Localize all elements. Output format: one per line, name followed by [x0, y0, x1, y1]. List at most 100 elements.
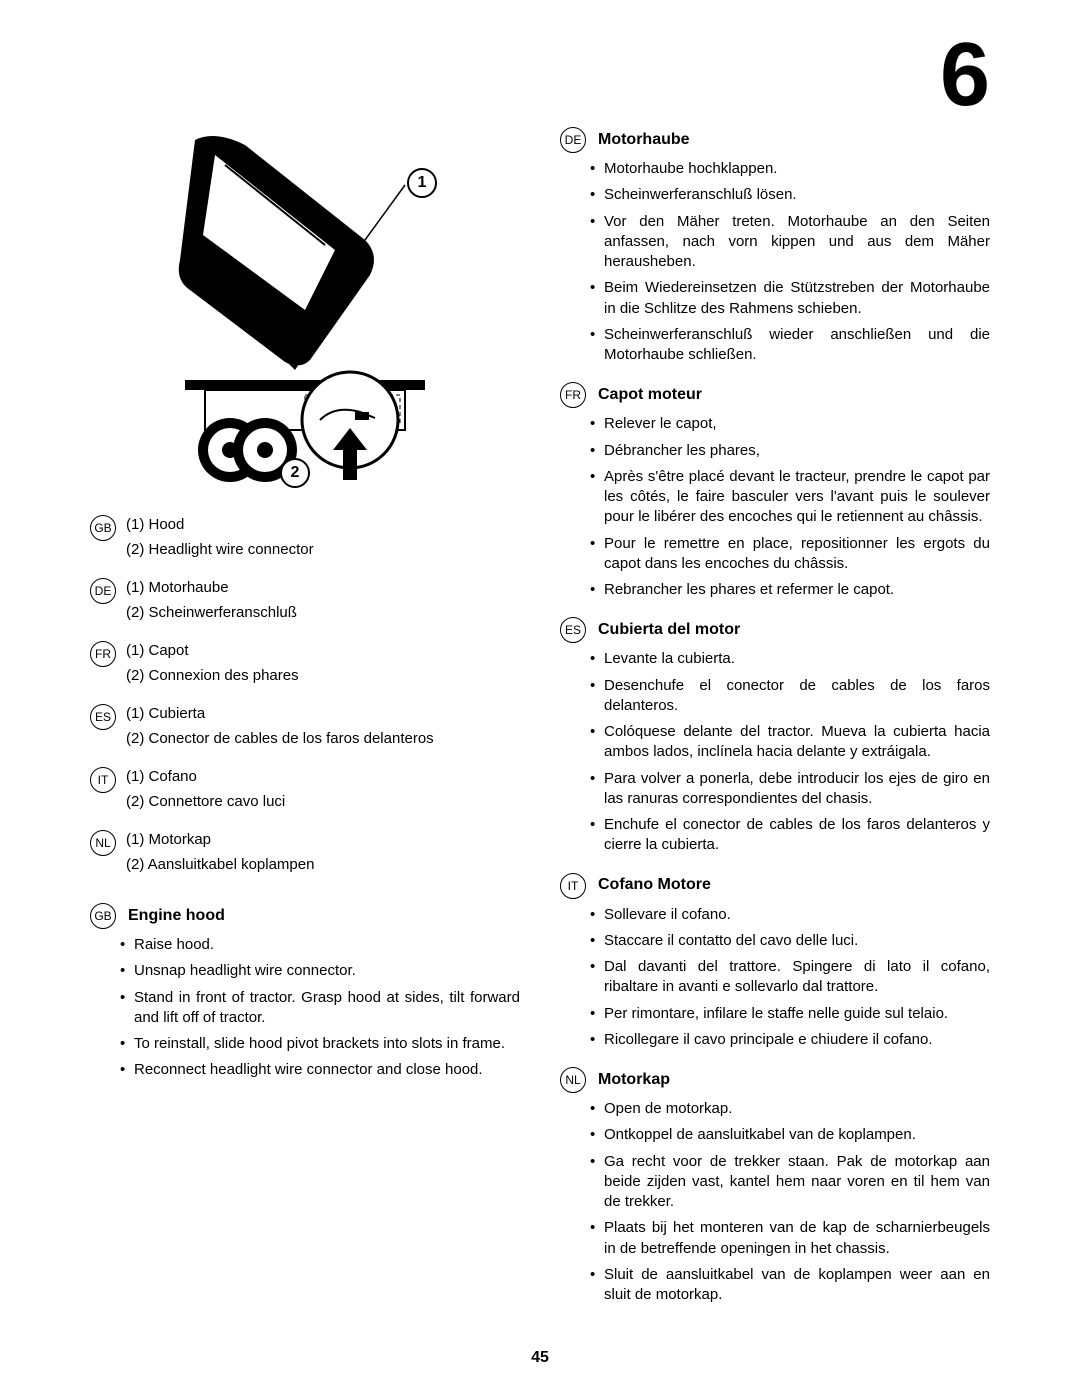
bullet-list: Sollevare il cofano. Staccare il contatto… [560, 905, 990, 1051]
section-header: FR Capot moteur [560, 381, 990, 408]
bullet-item: Unsnap headlight wire connector. [120, 961, 520, 981]
bullet-item: Ga recht voor de trekker staan. Pak de m… [590, 1152, 990, 1213]
lang-badge: ES [90, 704, 116, 730]
bullet-item: Per rimontare, infilare le staffe nelle … [590, 1004, 990, 1024]
section-number: 6 [940, 30, 990, 120]
legend-lines: (1) Capot(2) Connexion des phares [126, 640, 299, 689]
section-title: Motorkap [598, 1071, 670, 1089]
bullet-item: Scheinwerferanschluß wieder anschließen … [590, 325, 990, 366]
bullet-list: Open de motorkap. Ontkoppel de aansluitka… [560, 1099, 990, 1305]
legend-line: (2) Headlight wire connector [126, 539, 314, 562]
bullet-item: Para volver a ponerla, debe introducir l… [590, 769, 990, 810]
lang-badge: ES [560, 617, 586, 643]
lang-badge: NL [90, 830, 116, 856]
bullet-item: Ricollegare il cavo principale e chiuder… [590, 1030, 990, 1050]
legend-lines: (1) Motorkap(2) Aansluitkabel koplampen [126, 829, 314, 878]
section-title: Motorhaube [598, 131, 690, 149]
bullet-item: Enchufe el conector de cables de los far… [590, 815, 990, 856]
legend-lines: (1) Cofano(2) Connettore cavo luci [126, 766, 285, 815]
left-column: 1 2 GB (1) Hood(2) Headlight wire connect… [90, 120, 520, 1321]
legend-item: DE (1) Motorhaube(2) Scheinwerferanschluß [90, 577, 520, 626]
section-title: Cubierta del motor [598, 621, 740, 639]
legend-lines: (1) Cubierta(2) Conector de cables de lo… [126, 703, 434, 752]
instruction-section: ES Cubierta del motor Levante la cubierta.… [560, 616, 990, 855]
right-column: DE Motorhaube Motorhaube hochklappen. Schei… [560, 120, 990, 1321]
section-header: ES Cubierta del motor [560, 616, 990, 643]
bullet-item: Scheinwerferanschluß lösen. [590, 185, 990, 205]
lang-badge: FR [90, 641, 116, 667]
instruction-section: IT Cofano Motore Sollevare il cofano. Stacc… [560, 872, 990, 1051]
bullet-list: Levante la cubierta. Desenchufe el conect… [560, 649, 990, 855]
legend-item: IT (1) Cofano(2) Connettore cavo luci [90, 766, 520, 815]
bullet-list: Relever le capot, Débrancher les phares, A… [560, 414, 990, 600]
page-number: 45 [531, 1349, 549, 1367]
section-header: DE Motorhaube [560, 126, 990, 153]
bullet-item: Vor den Mäher treten. Motorhaube an den … [590, 212, 990, 273]
bullet-item: Rebrancher les phares et refermer le cap… [590, 580, 990, 600]
lang-badge: IT [90, 767, 116, 793]
bullet-item: Levante la cubierta. [590, 649, 990, 669]
bullet-list: Motorhaube hochklappen. Scheinwerferansch… [560, 159, 990, 365]
bullet-item: To reinstall, slide hood pivot brackets … [120, 1034, 520, 1054]
callout-2: 2 [280, 458, 310, 488]
lang-badge: GB [90, 903, 116, 929]
lang-badge: DE [560, 127, 586, 153]
callout-1: 1 [407, 168, 437, 198]
two-column-layout: 1 2 GB (1) Hood(2) Headlight wire connect… [90, 120, 990, 1321]
bullet-item: Pour le remettre en place, repositionner… [590, 534, 990, 575]
instruction-section: NL Motorkap Open de motorkap. Ontkoppel de … [560, 1066, 990, 1305]
bullet-item: Desenchufe el conector de cables de los … [590, 676, 990, 717]
lang-badge: GB [90, 515, 116, 541]
bullet-item: Stand in front of tractor. Grasp hood at… [120, 988, 520, 1029]
bullet-item: Beim Wiedereinsetzen die Stützstreben de… [590, 278, 990, 319]
legend-list: GB (1) Hood(2) Headlight wire connector DE… [90, 514, 520, 878]
bullet-item: Relever le capot, [590, 414, 990, 434]
section-title: Cofano Motore [598, 876, 711, 894]
sections-right: DE Motorhaube Motorhaube hochklappen. Schei… [560, 126, 990, 1305]
section-header: IT Cofano Motore [560, 872, 990, 899]
lang-badge: NL [560, 1067, 586, 1093]
lang-badge: DE [90, 578, 116, 604]
legend-line: (2) Conector de cables de los faros dela… [126, 728, 434, 751]
legend-item: NL (1) Motorkap(2) Aansluitkabel koplampe… [90, 829, 520, 878]
legend-line: (1) Hood [126, 514, 314, 537]
bullet-item: Débrancher les phares, [590, 441, 990, 461]
legend-line: (1) Motorkap [126, 829, 314, 852]
legend-line: (2) Scheinwerferanschluß [126, 602, 297, 625]
lang-badge: IT [560, 873, 586, 899]
sections-left: GB Engine hood Raise hood. Unsnap headlight… [90, 902, 520, 1081]
instruction-section: DE Motorhaube Motorhaube hochklappen. Schei… [560, 126, 990, 365]
lang-badge: FR [560, 382, 586, 408]
hood-diagram: 1 2 [155, 120, 455, 490]
bullet-item: Open de motorkap. [590, 1099, 990, 1119]
legend-line: (2) Connexion des phares [126, 665, 299, 688]
bullet-item: Plaats bij het monteren van de kap de sc… [590, 1218, 990, 1259]
legend-lines: (1) Motorhaube(2) Scheinwerferanschluß [126, 577, 297, 626]
section-title: Capot moteur [598, 386, 702, 404]
page: 6 [0, 0, 1080, 1397]
legend-line: (1) Capot [126, 640, 299, 663]
bullet-item: Colóquese delante del tractor. Mueva la … [590, 722, 990, 763]
legend-item: ES (1) Cubierta(2) Conector de cables de … [90, 703, 520, 752]
legend-line: (1) Cofano [126, 766, 285, 789]
bullet-item: Motorhaube hochklappen. [590, 159, 990, 179]
section-title: Engine hood [128, 907, 225, 925]
section-header: NL Motorkap [560, 1066, 990, 1093]
bullet-item: Dal davanti del trattore. Spingere di la… [590, 957, 990, 998]
bullet-item: Staccare il contatto del cavo delle luci… [590, 931, 990, 951]
legend-item: GB (1) Hood(2) Headlight wire connector [90, 514, 520, 563]
legend-item: FR (1) Capot(2) Connexion des phares [90, 640, 520, 689]
bullet-list: Raise hood. Unsnap headlight wire connect… [90, 935, 520, 1081]
instruction-section: FR Capot moteur Relever le capot, Débranche… [560, 381, 990, 600]
legend-line: (2) Connettore cavo luci [126, 791, 285, 814]
bullet-item: Sluit de aansluitkabel van de koplampen … [590, 1265, 990, 1306]
instruction-section: GB Engine hood Raise hood. Unsnap headlight… [90, 902, 520, 1081]
bullet-item: Sollevare il cofano. [590, 905, 990, 925]
bullet-item: Ontkoppel de aansluitkabel van de koplam… [590, 1125, 990, 1145]
legend-line: (2) Aansluitkabel koplampen [126, 854, 314, 877]
legend-lines: (1) Hood(2) Headlight wire connector [126, 514, 314, 563]
legend-line: (1) Cubierta [126, 703, 434, 726]
section-header: GB Engine hood [90, 902, 520, 929]
bullet-item: Après s'être placé devant le tracteur, p… [590, 467, 990, 528]
bullet-item: Raise hood. [120, 935, 520, 955]
